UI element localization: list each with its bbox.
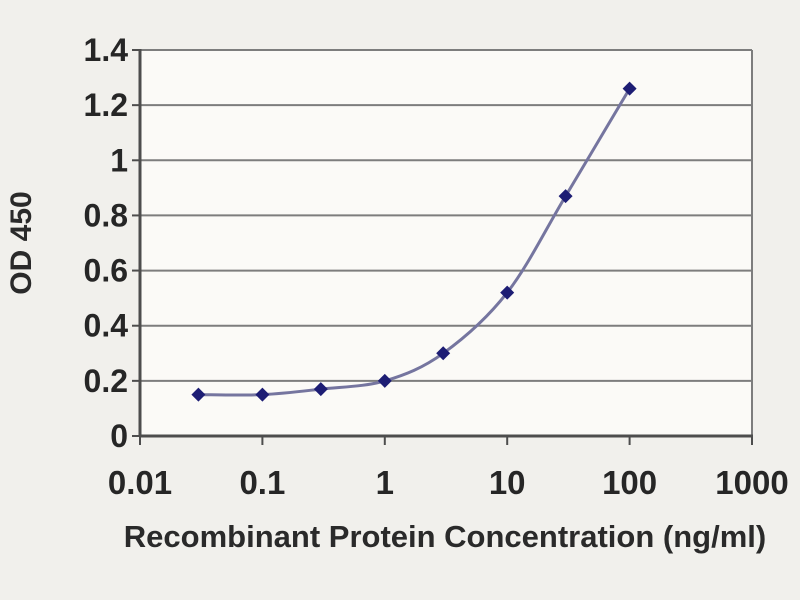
data-point-marker — [313, 382, 328, 397]
x-tick-label: 10 — [489, 464, 526, 501]
y-tick-label: 1 — [110, 142, 128, 178]
x-axis-title: Recombinant Protein Concentration (ng/ml… — [123, 519, 767, 554]
y-tick-label: 1.4 — [84, 32, 129, 68]
data-point-marker — [436, 346, 451, 361]
plot-area — [140, 50, 752, 436]
data-point-marker — [191, 387, 206, 402]
x-tick-label: 0.01 — [108, 464, 172, 501]
data-point-marker — [622, 81, 637, 96]
data-point-marker — [377, 373, 392, 388]
y-tick-label: 1.2 — [84, 87, 128, 123]
x-tick-label: 1000 — [715, 464, 788, 501]
y-tick-label: 0.6 — [84, 253, 128, 289]
y-tick-label: 0.2 — [84, 363, 128, 399]
data-point-marker — [255, 387, 270, 402]
y-tick-label: 0 — [110, 418, 128, 454]
data-point-marker — [500, 285, 515, 300]
x-tick-label: 0.1 — [239, 464, 285, 501]
x-tick-label: 1 — [376, 464, 394, 501]
data-point-marker — [558, 189, 573, 204]
y-tick-label: 0.8 — [84, 197, 128, 233]
y-axis-title: OD 450 — [5, 191, 38, 295]
x-tick-label: 100 — [602, 464, 657, 501]
y-tick-label: 0.4 — [84, 308, 129, 344]
